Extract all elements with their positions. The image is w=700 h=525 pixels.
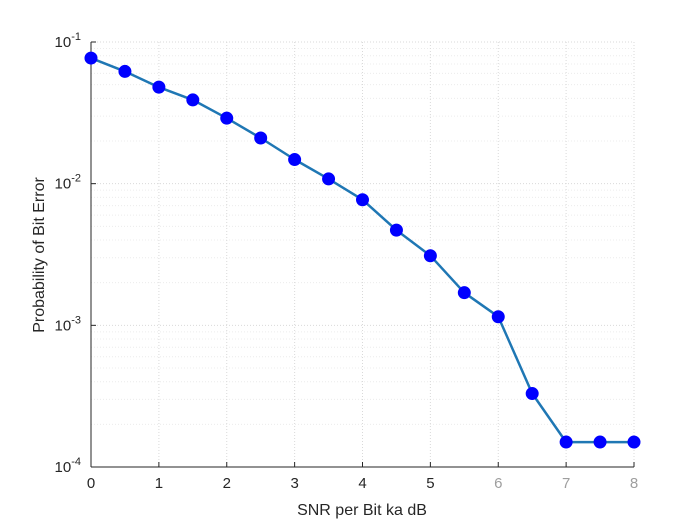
data-point [288,153,302,167]
x-tick-label: 2 [223,475,231,492]
y-tick-base: 10 [55,34,72,51]
y-tick-base: 10 [55,459,72,476]
x-tick-label: 6 [494,475,502,492]
data-point [525,387,539,401]
y-tick-exponent: -1 [71,31,81,43]
data-point [627,435,641,449]
y-tick-base: 10 [55,317,72,334]
y-tick-label: 10-1 [55,31,81,51]
minor-grid [91,47,634,425]
x-tick-label: 3 [290,475,298,492]
y-axis-ticks: 10-110-210-310-4 [55,31,96,476]
data-point [322,172,336,186]
data-point [186,93,200,107]
y-tick-label: 10-2 [55,173,81,193]
data-point [118,64,132,78]
data-point [423,249,437,263]
data-point [152,80,166,94]
x-axis-label: SNR per Bit ka dB [297,502,427,519]
x-tick-label: 1 [155,475,163,492]
data-point [254,131,268,145]
data-point [389,223,403,237]
data-point [559,435,573,449]
data-point [220,111,234,125]
x-tick-label: 7 [562,475,570,492]
y-axis-label: Probability of Bit Error [31,177,48,333]
x-tick-label: 5 [426,475,434,492]
data-point [593,435,607,449]
data-point [356,193,369,207]
y-tick-label: 10-3 [55,314,81,334]
y-tick-exponent: -2 [71,173,81,185]
x-tick-label: 0 [87,475,95,492]
y-tick-exponent: -4 [71,456,81,468]
y-tick-base: 10 [55,176,72,193]
x-tick-label: 4 [358,475,366,492]
x-tick-label: 8 [630,475,638,492]
y-tick-label: 10-4 [55,456,81,476]
series-layer [84,51,641,449]
data-point [457,286,471,300]
x-axis-ticks: 0 1 2 3 4 5 6 7 8 [87,462,638,492]
data-point [491,310,505,324]
data-point [84,51,98,65]
y-tick-exponent: -3 [71,314,81,326]
